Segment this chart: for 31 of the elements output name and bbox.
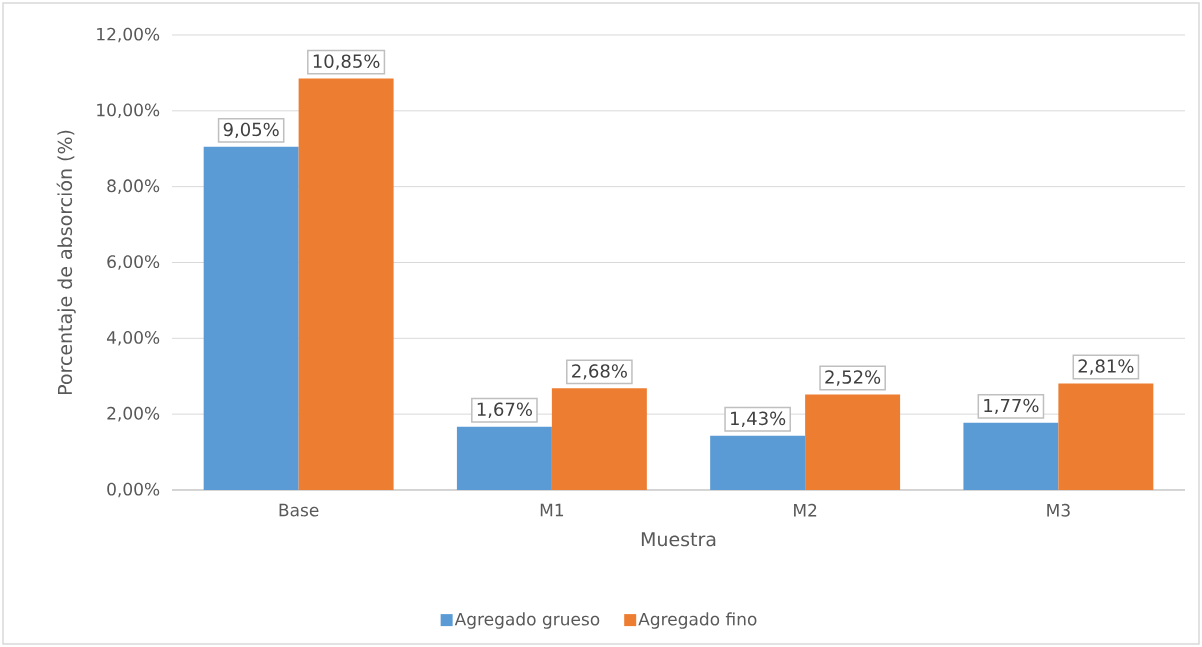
data-label: 2,81% xyxy=(1078,359,1134,375)
bar xyxy=(456,426,552,490)
bar xyxy=(710,435,806,490)
y-tick-label: 0,00% xyxy=(107,482,160,498)
bar xyxy=(298,78,394,490)
x-tick-label: Base xyxy=(279,503,319,517)
y-axis-title: Porcentaje de absorción (%) xyxy=(56,130,76,395)
data-label: 9,05% xyxy=(223,122,279,139)
y-tick-label: 2,00% xyxy=(107,406,160,422)
data-label: 1,67% xyxy=(477,402,532,418)
bar xyxy=(203,146,299,490)
bar xyxy=(963,422,1059,490)
x-axis-title: Muestra xyxy=(641,532,716,547)
data-label: 1,43% xyxy=(731,411,786,428)
y-tick-label: 12,00% xyxy=(97,27,160,43)
bar xyxy=(805,394,901,490)
x-tick-label: M1 xyxy=(540,503,564,517)
data-label: 2,52% xyxy=(825,370,881,386)
bar xyxy=(1058,383,1154,490)
y-tick-label: 10,00% xyxy=(97,103,160,119)
x-tick-label: M2 xyxy=(794,503,817,517)
y-tick-label: 8,00% xyxy=(107,179,160,194)
data-label: 1,77% xyxy=(984,398,1039,415)
legend-label: Agregado grueso xyxy=(454,612,600,629)
data-label: 2,68% xyxy=(572,364,627,380)
y-tick-label: 6,00% xyxy=(107,255,160,270)
x-tick-label: M3 xyxy=(1047,503,1070,517)
bar xyxy=(551,388,647,490)
data-label: 10,85% xyxy=(313,54,380,70)
y-tick-label: 4,00% xyxy=(106,331,160,346)
legend-label: Agregado fino xyxy=(638,612,757,629)
